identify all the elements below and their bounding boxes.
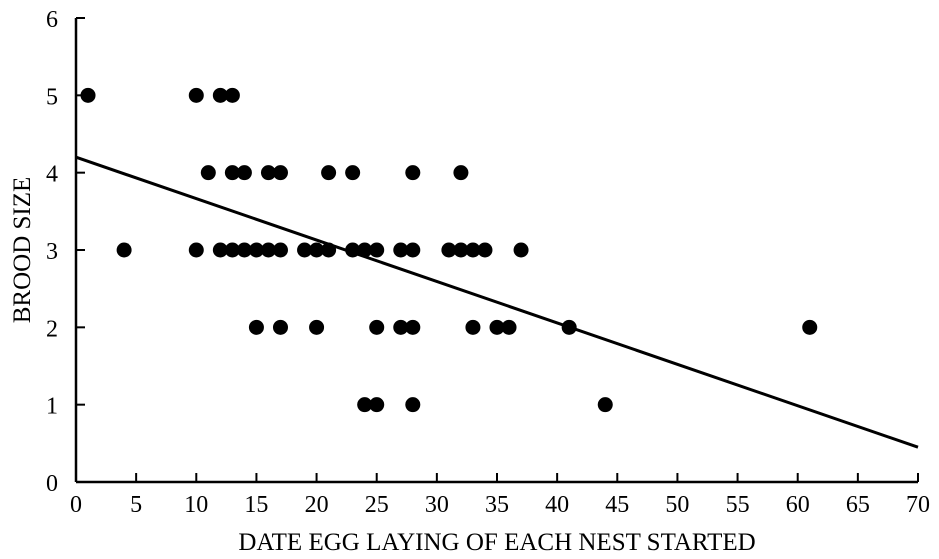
data-point xyxy=(465,242,481,258)
y-tick-label: 6 xyxy=(46,7,58,33)
x-tick-label: 65 xyxy=(846,492,870,518)
data-point xyxy=(369,319,385,335)
data-point xyxy=(321,242,337,258)
data-point xyxy=(405,397,421,413)
data-point xyxy=(272,242,288,258)
data-points xyxy=(80,87,818,413)
data-point xyxy=(297,242,313,258)
data-point xyxy=(802,319,818,335)
data-point xyxy=(357,242,373,258)
x-axis-ticks: 0 5 10 15 20 25 30 35 40 45 50 55 60 65 70 xyxy=(70,473,930,518)
y-axis-title: BROOD SIZE xyxy=(9,177,36,324)
data-point xyxy=(477,242,493,258)
x-tick-label: 70 xyxy=(906,492,930,518)
x-tick-label: 20 xyxy=(305,492,329,518)
data-point xyxy=(393,319,409,335)
x-tick-label: 35 xyxy=(485,492,509,518)
trend-line-group xyxy=(75,155,919,449)
y-tick-label: 5 xyxy=(46,84,58,110)
data-point xyxy=(357,397,373,413)
x-axis-title: DATE EGG LAYING OF EACH NEST STARTED xyxy=(238,529,755,556)
data-point xyxy=(272,319,288,335)
trend-line xyxy=(75,155,919,449)
data-point xyxy=(248,242,264,258)
data-point xyxy=(561,319,577,335)
x-tick-label: 25 xyxy=(365,492,389,518)
x-tick-label: 60 xyxy=(786,492,810,518)
x-tick-label: 40 xyxy=(545,492,569,518)
data-point xyxy=(236,165,252,181)
y-axis-ticks: 0 1 2 3 4 5 6 xyxy=(46,7,85,497)
y-tick-label: 3 xyxy=(46,239,58,265)
data-point xyxy=(345,242,361,258)
data-point xyxy=(345,165,361,181)
data-point xyxy=(309,319,325,335)
x-tick-label: 45 xyxy=(605,492,629,518)
x-tick-label: 30 xyxy=(425,492,449,518)
data-point xyxy=(321,165,337,181)
data-point xyxy=(405,319,421,335)
data-point xyxy=(597,397,613,413)
x-tick-label: 5 xyxy=(130,492,142,518)
data-point xyxy=(465,319,481,335)
data-point xyxy=(441,242,457,258)
y-tick-label: 0 xyxy=(46,471,58,497)
x-tick-label: 15 xyxy=(244,492,268,518)
data-point xyxy=(405,242,421,258)
x-tick-label: 50 xyxy=(665,492,689,518)
data-point xyxy=(224,242,240,258)
data-point xyxy=(369,397,385,413)
data-point xyxy=(224,165,240,181)
y-tick-label: 4 xyxy=(46,162,58,188)
x-tick-label: 0 xyxy=(70,492,82,518)
data-point xyxy=(501,319,517,335)
data-point xyxy=(188,87,204,103)
x-tick-label: 55 xyxy=(726,492,750,518)
data-point xyxy=(489,319,505,335)
data-point xyxy=(80,87,96,103)
data-point xyxy=(188,242,204,258)
data-point xyxy=(224,87,240,103)
data-point xyxy=(393,242,409,258)
data-point xyxy=(116,242,132,258)
data-point xyxy=(212,242,228,258)
data-point xyxy=(260,165,276,181)
data-point xyxy=(513,242,529,258)
y-tick-label: 2 xyxy=(46,316,58,342)
data-point xyxy=(369,242,385,258)
data-point xyxy=(453,242,469,258)
data-point xyxy=(272,165,288,181)
data-point xyxy=(236,242,252,258)
data-point xyxy=(248,319,264,335)
data-point xyxy=(405,165,421,181)
data-point xyxy=(200,165,216,181)
y-tick-label: 1 xyxy=(46,394,58,420)
x-tick-label: 10 xyxy=(184,492,208,518)
data-point xyxy=(212,87,228,103)
data-point xyxy=(453,165,469,181)
data-point xyxy=(260,242,276,258)
data-point xyxy=(309,242,325,258)
